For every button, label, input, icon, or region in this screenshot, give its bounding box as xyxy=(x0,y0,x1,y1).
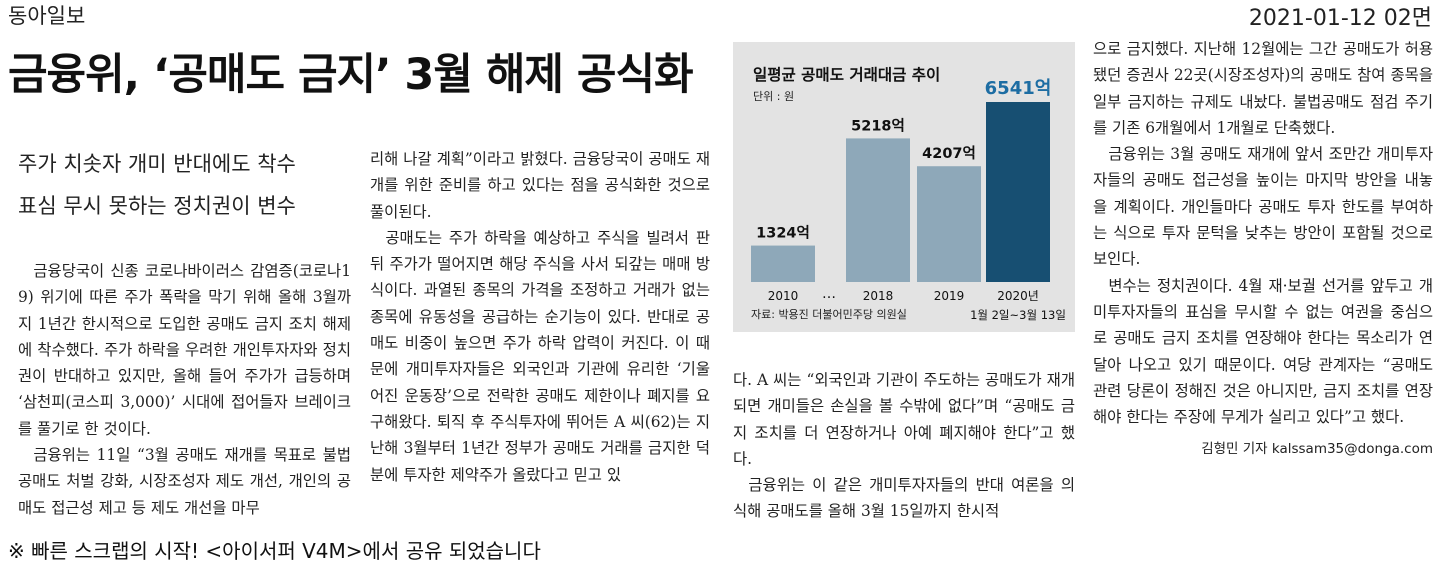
article-column-3: 다. A 씨는 “외국인과 기관이 주도하는 공매도가 재개되면 개미들은 손실… xyxy=(733,367,1075,525)
chart-bar xyxy=(986,102,1050,282)
chart-category-label: 2010 xyxy=(768,289,799,303)
article-paragraph: 다. A 씨는 “외국인과 기관이 주도하는 공매도가 재개되면 개미들은 손실… xyxy=(733,371,1075,468)
chart-value-label: 5218억 xyxy=(851,116,905,134)
article-column-2: 리해 나갈 계획”이라고 밝혔다. 금융당국이 공매도 재개를 위한 준비를 하… xyxy=(370,146,710,488)
share-footer: ※ 빠른 스크랩의 시작! <아이서퍼 V4M>에서 공유 되었습니다 xyxy=(8,539,541,563)
chart-gap-marker: … xyxy=(822,286,836,302)
chart-value-label: 1324억 xyxy=(756,224,810,242)
chart-category-label: 2018 xyxy=(863,289,894,303)
chart-category-label: 2019 xyxy=(934,289,965,303)
chart-source: 자료: 박용진 더불어민주당 의원실 xyxy=(751,308,907,321)
publication-date: 2021-01-12 02면 xyxy=(1248,6,1432,31)
article-paragraph: 금융위는 11일 “3월 공매도 재개를 목표로 불법 공매도 처벌 강화, 시… xyxy=(18,446,351,517)
subheadline-1: 주가 치솟자 개미 반대에도 착수 xyxy=(18,152,296,176)
chart-value-label: 4207억 xyxy=(922,144,976,162)
article-paragraph: 금융당국이 신종 코로나바이러스 감염증(코로나19) 위기에 따른 주가 폭락… xyxy=(18,262,351,438)
article-paragraph: 리해 나갈 계획”이라고 밝혔다. 금융당국이 공매도 재개를 위한 준비를 하… xyxy=(370,150,710,221)
chart-unit: 단위 : 원 xyxy=(753,90,794,103)
article-column-1: 금융당국이 신종 코로나바이러스 감염증(코로나19) 위기에 따른 주가 폭락… xyxy=(18,258,351,521)
article-paragraph: 금융위는 3월 공매도 재개에 앞서 조만간 개미투자자들의 공매도 접근성을 … xyxy=(1093,145,1433,269)
chart-bar xyxy=(751,245,815,282)
chart-title: 일평균 공매도 거래대금 추이 xyxy=(753,65,940,84)
publisher-name: 동아일보 xyxy=(8,4,86,28)
subheadline-2: 표심 무시 못하는 정치권이 변수 xyxy=(18,194,296,218)
chart-category-label: 2020년 xyxy=(997,289,1039,303)
chart-bar xyxy=(846,138,910,282)
article-paragraph: 금융위는 이 같은 개미투자자들의 반대 여론을 의식해 공매도를 올해 3월 … xyxy=(733,476,1075,521)
chart-value-label: 6541억 xyxy=(985,78,1052,99)
byline: 김형민 기자 kalssam35@donga.com xyxy=(1201,441,1433,458)
article-paragraph: 으로 금지했다. 지난해 12월에는 그간 공매도가 허용됐던 증권사 22곳(… xyxy=(1093,40,1433,137)
article-paragraph: 공매도는 주가 하락을 예상하고 주식을 빌려서 판 뒤 주가가 떨어지면 해당… xyxy=(370,228,710,484)
article-paragraph: 변수는 정치권이다. 4월 재·보궐 선거를 앞두고 개미투자자들의 표심을 무… xyxy=(1093,276,1433,427)
headline: 금융위, ‘공매도 금지’ 3월 해제 공식화 xyxy=(8,50,694,100)
article-column-4: 으로 금지했다. 지난해 12월에는 그간 공매도가 허용됐던 증권사 22곳(… xyxy=(1093,36,1433,463)
chart-bar xyxy=(917,166,981,282)
chart-category-sublabel: 1월 2일~3월 13일 xyxy=(970,308,1066,322)
